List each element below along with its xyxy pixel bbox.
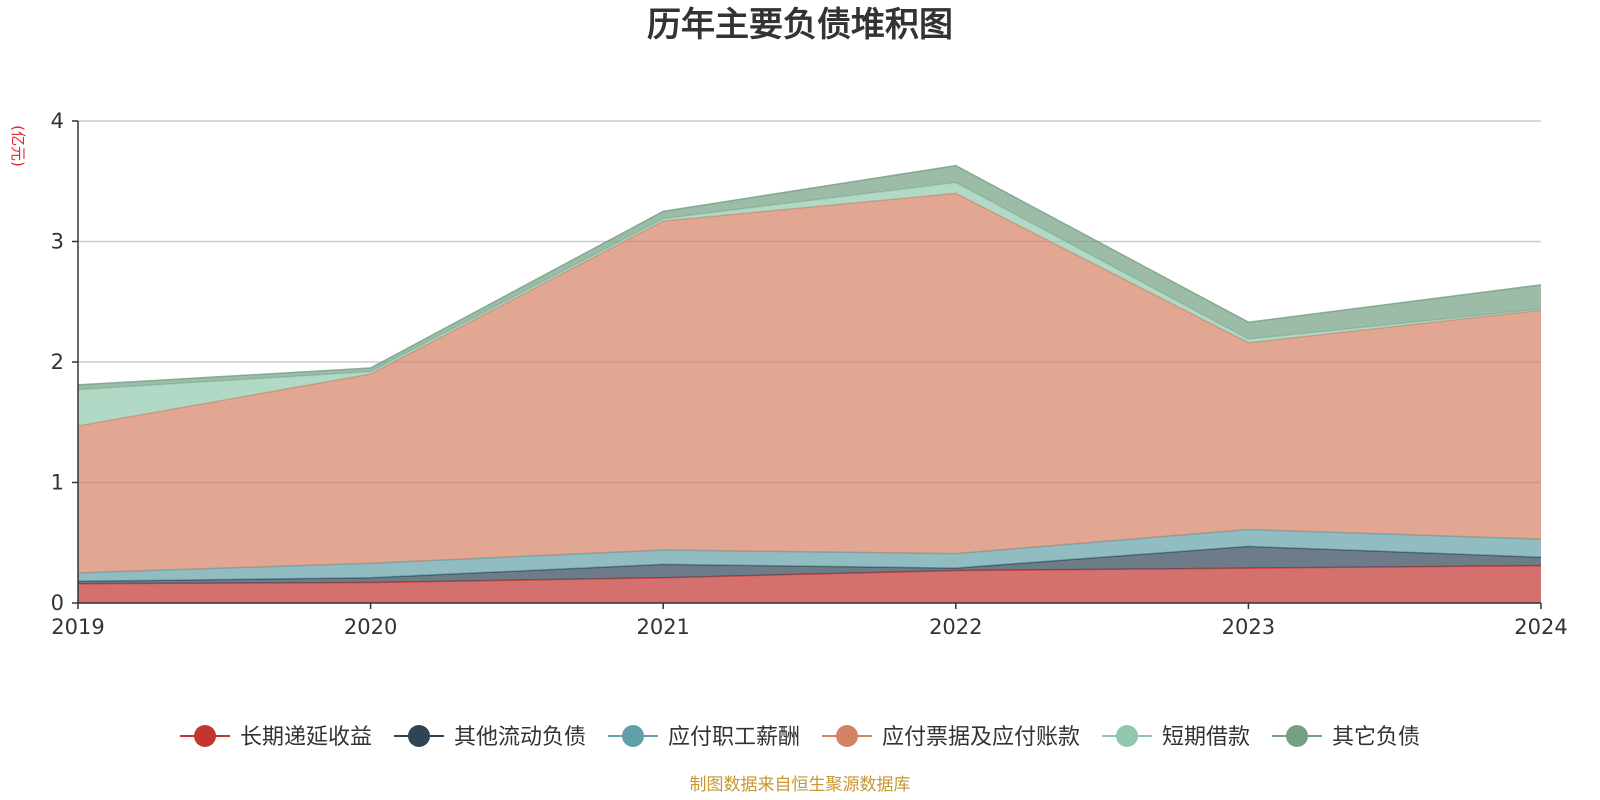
chart-title: 历年主要负债堆积图 — [647, 5, 953, 45]
legend-label-1: 其他流动负债 — [454, 725, 586, 750]
stacked-areas — [77, 164, 1542, 603]
legend-label-0: 长期递延收益 — [240, 725, 372, 750]
legend: 长期递延收益 其他流动负债 应付职工薪酬 应付票据及应付账款 短期借款 其它负债 — [180, 725, 1420, 750]
y-tick-label-2: 2 — [51, 350, 64, 374]
legend-label-4: 短期借款 — [1162, 725, 1250, 750]
x-tick-label-2019: 2019 — [51, 615, 104, 639]
x-tick-label-2021: 2021 — [636, 615, 689, 639]
legend-item-3: 应付票据及应付账款 — [822, 725, 1080, 750]
legend-marker-2 — [622, 725, 644, 747]
area-series-0 — [78, 565, 1541, 603]
x-axis-ticks: 2019 2020 2021 2022 2023 2024 — [51, 603, 1568, 639]
y-axis-ticks: 0 1 2 3 4 — [51, 109, 78, 615]
legend-label-3: 应付票据及应付账款 — [882, 725, 1080, 750]
y-axis-unit-label: (亿元) — [9, 125, 27, 167]
legend-marker-5 — [1286, 725, 1308, 747]
legend-item-2: 应付职工薪酬 — [608, 725, 800, 750]
legend-marker-0 — [194, 725, 216, 747]
legend-label-5: 其它负债 — [1332, 725, 1420, 750]
legend-marker-1 — [408, 725, 430, 747]
y-tick-label-4: 4 — [51, 109, 64, 133]
area-series-3 — [78, 193, 1541, 573]
legend-marker-3 — [836, 725, 858, 747]
legend-item-4: 短期借款 — [1102, 725, 1250, 750]
y-tick-label-1: 1 — [51, 471, 64, 495]
legend-item-5: 其它负债 — [1272, 725, 1420, 750]
area-edge-series-5 — [77, 164, 1542, 386]
area-series-2 — [78, 529, 1541, 582]
legend-item-0: 长期递延收益 — [180, 725, 372, 750]
area-series-1 — [78, 546, 1541, 584]
legend-label-2: 应付职工薪酬 — [668, 725, 800, 750]
y-tick-label-0: 0 — [51, 591, 64, 615]
x-tick-label-2024: 2024 — [1514, 615, 1567, 639]
legend-marker-4 — [1116, 725, 1138, 747]
x-tick-label-2020: 2020 — [344, 615, 397, 639]
y-tick-label-3: 3 — [51, 230, 64, 254]
data-source-note: 制图数据来自恒生聚源数据库 — [690, 775, 911, 795]
x-tick-label-2023: 2023 — [1222, 615, 1275, 639]
legend-item-1: 其他流动负债 — [394, 725, 586, 750]
x-tick-label-2022: 2022 — [929, 615, 982, 639]
